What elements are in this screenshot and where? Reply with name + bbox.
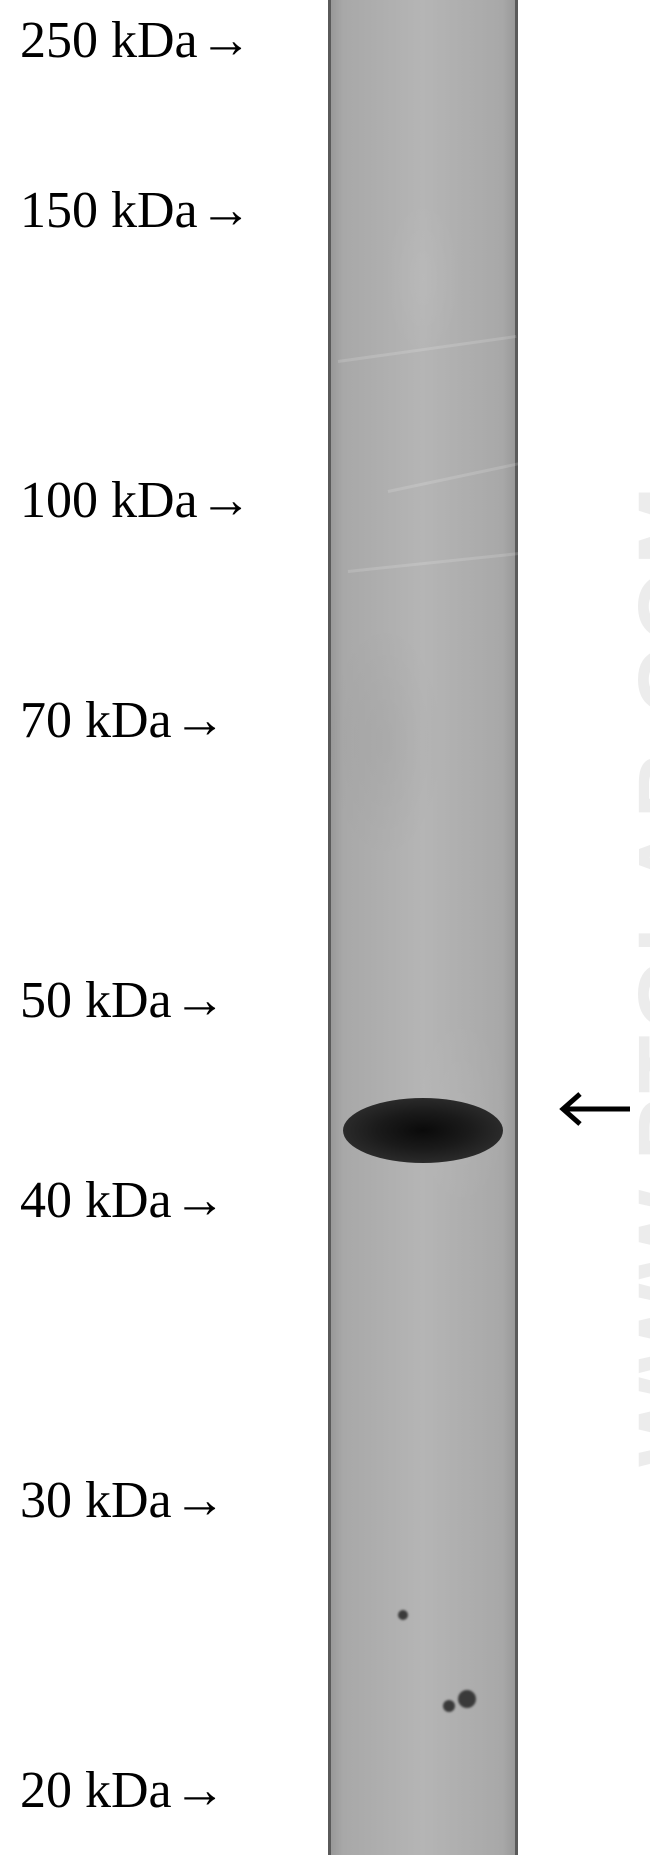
blot-lane — [328, 0, 518, 1855]
arrow-icon: → — [200, 11, 252, 70]
arrow-icon: → — [174, 1761, 226, 1820]
speck — [458, 1690, 476, 1708]
arrow-icon: → — [200, 471, 252, 530]
mw-marker: 30 kDa→ — [20, 1470, 226, 1530]
mw-marker: 100 kDa→ — [20, 470, 252, 530]
marker-text: 250 kDa — [20, 11, 198, 70]
arrow-icon: → — [174, 1471, 226, 1530]
arrow-icon: → — [174, 691, 226, 750]
lane-texture — [328, 0, 518, 1855]
main-protein-band — [343, 1098, 503, 1163]
speck — [398, 1610, 408, 1620]
marker-text: 150 kDa — [20, 181, 198, 240]
arrow-icon: → — [200, 181, 252, 240]
mw-marker: 40 kDa→ — [20, 1170, 226, 1230]
mw-marker: 150 kDa→ — [20, 180, 252, 240]
speck — [443, 1700, 455, 1712]
blot-figure: 250 kDa→ 150 kDa→ 100 kDa→ 70 kDa→ 50 kD… — [0, 0, 650, 1855]
mw-marker: 50 kDa→ — [20, 970, 226, 1030]
marker-text: 20 kDa — [20, 1761, 172, 1820]
marker-text: 40 kDa — [20, 1171, 172, 1230]
arrow-icon: → — [174, 971, 226, 1030]
marker-text: 70 kDa — [20, 691, 172, 750]
marker-text: 100 kDa — [20, 471, 198, 530]
marker-text: 50 kDa — [20, 971, 172, 1030]
watermark-text: WWW.PTGLAB.COM — [618, 482, 650, 1467]
marker-text: 30 kDa — [20, 1471, 172, 1530]
mw-marker: 20 kDa→ — [20, 1760, 226, 1820]
arrow-icon: → — [174, 1171, 226, 1230]
mw-marker: 250 kDa→ — [20, 10, 252, 70]
mw-marker: 70 kDa→ — [20, 690, 226, 750]
result-arrow-icon — [555, 1080, 635, 1149]
